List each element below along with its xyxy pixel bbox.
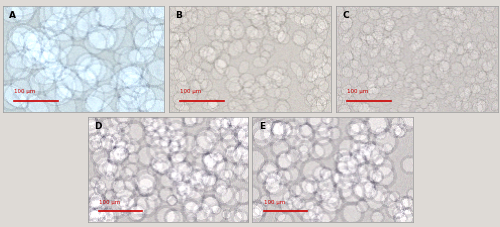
Text: A: A (9, 11, 16, 20)
Text: 100 μm: 100 μm (264, 200, 285, 205)
Text: B: B (176, 11, 182, 20)
Text: E: E (259, 122, 265, 131)
Text: 100 μm: 100 μm (14, 89, 35, 94)
Text: 100 μm: 100 μm (347, 89, 368, 94)
Text: D: D (94, 122, 102, 131)
Text: 100 μm: 100 μm (98, 200, 120, 205)
Text: 100 μm: 100 μm (180, 89, 202, 94)
Text: C: C (342, 11, 349, 20)
